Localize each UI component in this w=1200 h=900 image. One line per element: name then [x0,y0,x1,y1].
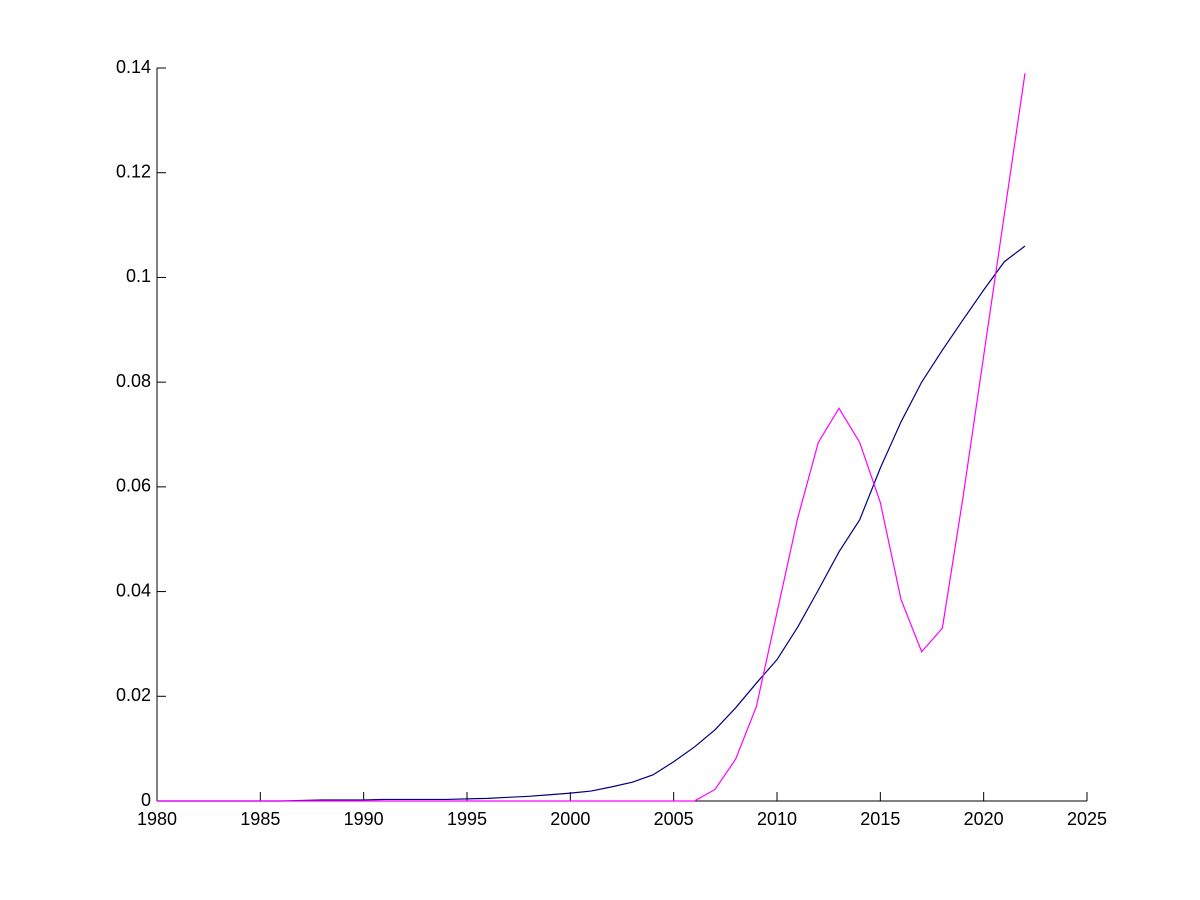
y-tick-label: 0.06 [116,476,151,496]
x-tick-label: 2005 [654,809,694,829]
x-tick-label: 2010 [757,809,797,829]
series-line [157,73,1026,802]
series-line [157,245,1026,802]
y-tick-label: 0 [141,790,151,810]
x-tick-label: 2020 [964,809,1004,829]
x-tick-label: 1990 [344,809,384,829]
x-tick-label: 1985 [240,809,280,829]
x-tick-label: 1980 [137,809,177,829]
x-tick-label: 2015 [860,809,900,829]
x-tick-label: 2025 [1067,809,1107,829]
y-tick-label: 0.02 [116,685,151,705]
y-tick-label: 0.14 [116,57,151,77]
y-tick-label: 0.12 [116,161,151,181]
x-tick-label: 1995 [447,809,487,829]
y-tick-label: 0.04 [116,580,151,600]
y-tick-label: 0.1 [126,266,151,286]
x-tick-label: 2000 [550,809,590,829]
y-tick-label: 0.08 [116,371,151,391]
